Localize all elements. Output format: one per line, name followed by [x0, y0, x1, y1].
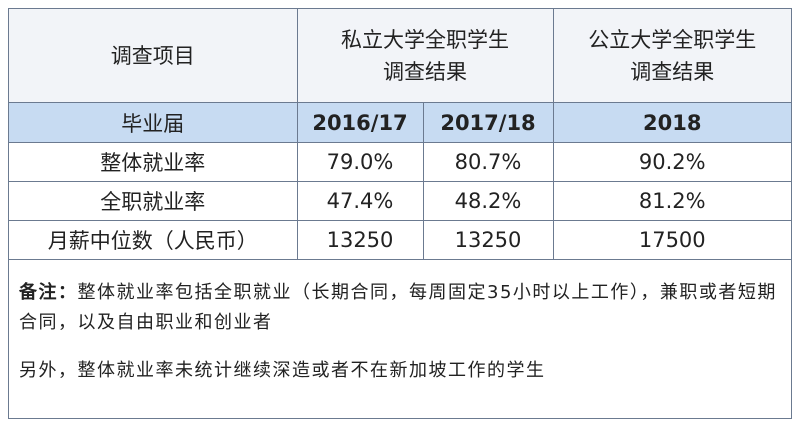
year-cell: 2018: [552, 102, 791, 143]
header-cell: 私立大学全职学生 调查结果: [296, 9, 554, 103]
header-cell: 调查项目: [9, 9, 298, 103]
cell: 整体就业率: [9, 142, 298, 182]
header-line: 公立大学全职学生: [588, 27, 757, 52]
year-cell: 毕业届: [9, 102, 298, 143]
cell: 81.2%: [552, 181, 791, 221]
cell: 47.4%: [296, 181, 424, 221]
cell: 48.2%: [422, 181, 554, 221]
cell: 90.2%: [552, 142, 791, 182]
note-text: 整体就业率包括全职就业（长期合同，每周固定35小时以上工作），兼职或者短期合同，…: [19, 282, 777, 333]
cell: 13250: [422, 220, 554, 260]
data-row: 月薪中位数（人民币） 13250 13250 17500: [9, 220, 791, 260]
cell: 月薪中位数（人民币）: [9, 220, 298, 260]
note-text: 另外，整体就业率未统计继续深造或者不在新加坡工作的学生: [19, 360, 546, 381]
cell: 全职就业率: [9, 181, 298, 221]
header-cell: 公立大学全职学生 调查结果: [552, 9, 791, 103]
header-row: 调查项目 私立大学全职学生 调查结果 公立大学全职学生 调查结果: [9, 9, 791, 103]
header-line: 调查结果: [630, 59, 715, 84]
survey-table: 调查项目 私立大学全职学生 调查结果 公立大学全职学生 调查结果 毕业届 2016/…: [9, 9, 791, 260]
cell: 79.0%: [296, 142, 424, 182]
cell: 17500: [552, 220, 791, 260]
note: 另外，整体就业率未统计继续深造或者不在新加坡工作的学生: [19, 356, 781, 386]
cell: 80.7%: [422, 142, 554, 182]
note: 备注：整体就业率包括全职就业（长期合同，每周固定35小时以上工作），兼职或者短期…: [19, 278, 781, 338]
header-line: 私立大学全职学生: [341, 27, 509, 52]
data-row: 全职就业率 47.4% 48.2% 81.2%: [9, 181, 791, 221]
year-cell: 2016/17: [296, 102, 424, 143]
cell: 13250: [296, 220, 424, 260]
year-row: 毕业届 2016/17 2017/18 2018: [9, 102, 791, 143]
header-line: 调查结果: [383, 59, 467, 84]
note-label: 备注：: [19, 282, 78, 303]
year-cell: 2017/18: [422, 102, 554, 143]
data-row: 整体就业率 79.0% 80.7% 90.2%: [9, 142, 791, 182]
table-panel: 调查项目 私立大学全职学生 调查结果 公立大学全职学生 调查结果 毕业届 2016/…: [8, 8, 792, 419]
notes: 备注：整体就业率包括全职就业（长期合同，每周固定35小时以上工作），兼职或者短期…: [9, 260, 791, 386]
